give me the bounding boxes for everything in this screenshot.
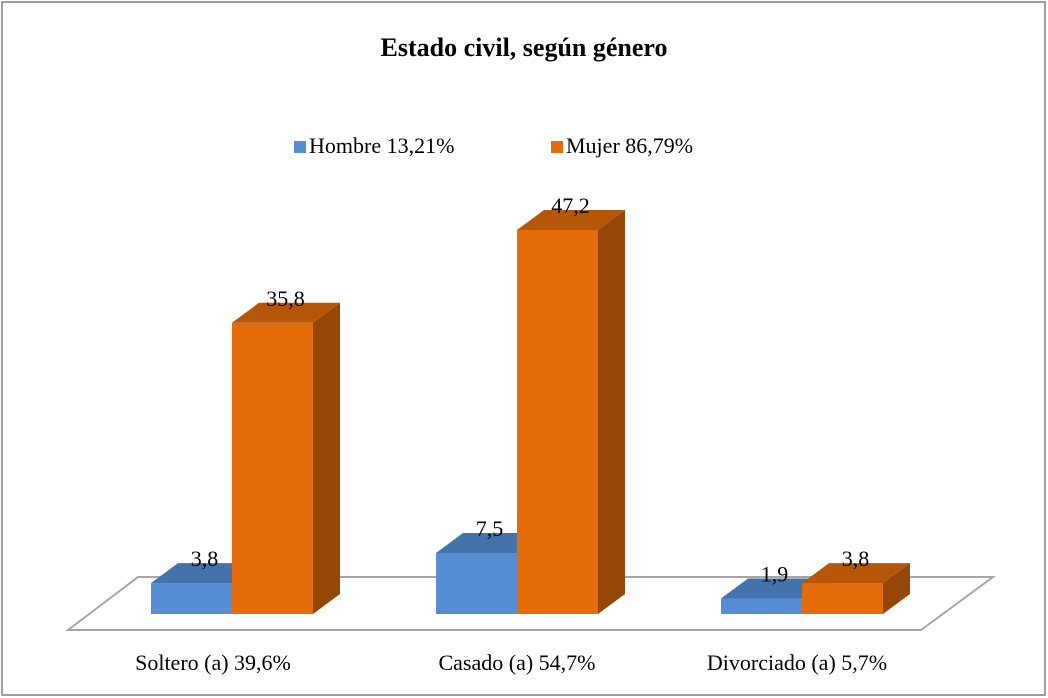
x-tick-label: Soltero (a) 39,6% — [135, 650, 291, 675]
bar-top — [802, 563, 910, 584]
value-label: 3,8 — [842, 546, 870, 571]
value-label: 3,8 — [191, 546, 219, 571]
legend-label: Hombre 13,21% — [309, 133, 454, 158]
bar — [232, 322, 313, 614]
value-label: 35,8 — [266, 286, 305, 311]
legend-swatch — [294, 141, 306, 153]
value-label: 7,5 — [476, 516, 504, 541]
chart-title: Estado civil, según género — [381, 33, 668, 62]
bar — [721, 598, 802, 614]
value-label: 1,9 — [761, 562, 789, 587]
bar-side — [313, 302, 340, 614]
value-label: 47,2 — [551, 193, 590, 218]
bar-side — [598, 210, 625, 614]
bar-top — [232, 302, 340, 323]
bar — [517, 230, 598, 614]
x-tick-label: Casado (a) 54,7% — [438, 650, 595, 675]
bar — [436, 552, 517, 614]
bar — [151, 583, 232, 614]
legend-label: Mujer 86,79% — [566, 133, 693, 158]
legend-swatch — [551, 141, 563, 153]
bar-side — [883, 563, 910, 614]
bar — [802, 583, 883, 614]
x-tick-label: Divorciado (a) 5,7% — [707, 650, 887, 675]
bar-top — [517, 210, 625, 230]
